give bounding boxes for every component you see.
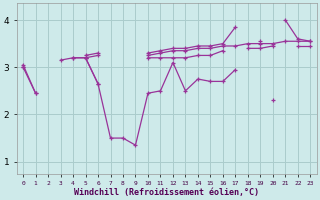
X-axis label: Windchill (Refroidissement éolien,°C): Windchill (Refroidissement éolien,°C) [74, 188, 259, 197]
